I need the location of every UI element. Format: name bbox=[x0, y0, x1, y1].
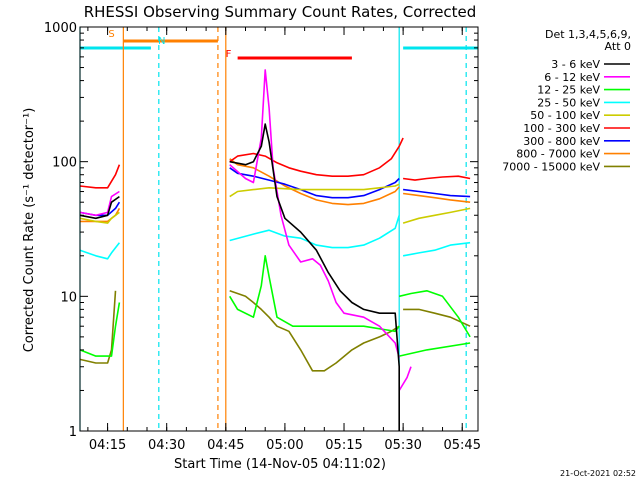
series-line-25-50keV bbox=[402, 241, 471, 257]
series-line-25-50keV bbox=[229, 215, 400, 249]
series-line-7000-15000keV bbox=[79, 290, 117, 364]
chart-title: RHESSI Observing Summary Count Rates, Co… bbox=[84, 3, 477, 21]
flag-label-f: F bbox=[226, 49, 232, 60]
legend-label: 50 - 100 keV bbox=[530, 109, 600, 122]
series-line-12-25keV bbox=[399, 289, 471, 338]
legend-label: 300 - 800 keV bbox=[523, 135, 600, 148]
legend-label: 100 - 300 keV bbox=[523, 122, 600, 135]
series-line-25-50keV bbox=[79, 242, 121, 260]
series-line-800-7000keV bbox=[80, 208, 121, 223]
series-line-7000-15000keV bbox=[229, 290, 400, 372]
series-line-800-7000keV bbox=[402, 192, 471, 203]
y-tick-label: 1 bbox=[69, 425, 77, 440]
series-line-50-100keV bbox=[79, 211, 120, 224]
legend-header-line-2: Att 0 bbox=[605, 40, 631, 53]
y-tick-label: 1000 bbox=[44, 21, 77, 36]
series-line-3-6keV bbox=[229, 123, 401, 431]
legend-label: 7000 - 15000 keV bbox=[502, 160, 600, 173]
x-tick-label: 04:30 bbox=[148, 438, 185, 453]
series-line-12-25keV bbox=[399, 342, 471, 357]
series-line-100-300keV bbox=[79, 164, 121, 189]
legend-label: 25 - 50 keV bbox=[537, 96, 600, 109]
series-line-50-100keV bbox=[402, 207, 471, 224]
series-line-3-6keV bbox=[79, 195, 120, 220]
footer-timestamp: 21-Oct-2021 02:52 bbox=[560, 469, 636, 478]
flag-bars: S N F bbox=[80, 29, 478, 60]
series-line-300-800keV bbox=[229, 167, 400, 199]
y-axis-label: Corrected Count Rate (s⁻¹ detector⁻¹) bbox=[22, 108, 37, 353]
series-line-50-100keV bbox=[229, 183, 400, 198]
series-line-6-12keV bbox=[229, 69, 400, 358]
event-lines bbox=[79, 27, 467, 431]
series-line-6-12keV bbox=[398, 366, 412, 391]
flag-label-s: S bbox=[108, 29, 114, 40]
x-tick-label: 05:30 bbox=[384, 438, 421, 453]
legend-header-line-1: Det 1,3,4,5,6,9, bbox=[545, 28, 631, 41]
plot-frame bbox=[79, 26, 479, 432]
x-axis-ticks: 04:15 04:30 04:45 05:00 05:15 05:30 05:45 bbox=[87, 27, 481, 453]
x-tick-label: 04:45 bbox=[207, 438, 244, 453]
x-tick-label: 04:15 bbox=[89, 438, 126, 453]
series-line-6-12keV bbox=[79, 190, 120, 217]
legend-label: 3 - 6 keV bbox=[551, 58, 600, 71]
series-line-800-7000keV bbox=[229, 158, 400, 206]
legend-label: 6 - 12 keV bbox=[544, 71, 600, 84]
series-line-12-25keV bbox=[79, 302, 121, 357]
series-line-300-800keV bbox=[403, 188, 471, 198]
y-tick-label: 100 bbox=[52, 156, 77, 171]
series-line-7000-15000keV bbox=[403, 308, 471, 327]
y-tick-label: 10 bbox=[60, 290, 77, 305]
series-layer bbox=[79, 69, 471, 431]
legend-label: 12 - 25 keV bbox=[537, 84, 600, 97]
series-line-12-25keV bbox=[229, 255, 400, 333]
series-line-100-300keV bbox=[402, 175, 471, 181]
y-axis-ticks: 1 10 100 1000 bbox=[44, 21, 478, 440]
x-tick-label: 05:00 bbox=[266, 438, 303, 453]
x-tick-label: 05:45 bbox=[444, 438, 481, 453]
x-tick-label: 05:15 bbox=[325, 438, 362, 453]
x-axis-label: Start Time (14-Nov-05 04:11:02) bbox=[174, 457, 386, 472]
legend-label: 800 - 7000 keV bbox=[516, 148, 600, 161]
flag-label-n: N bbox=[158, 36, 165, 47]
